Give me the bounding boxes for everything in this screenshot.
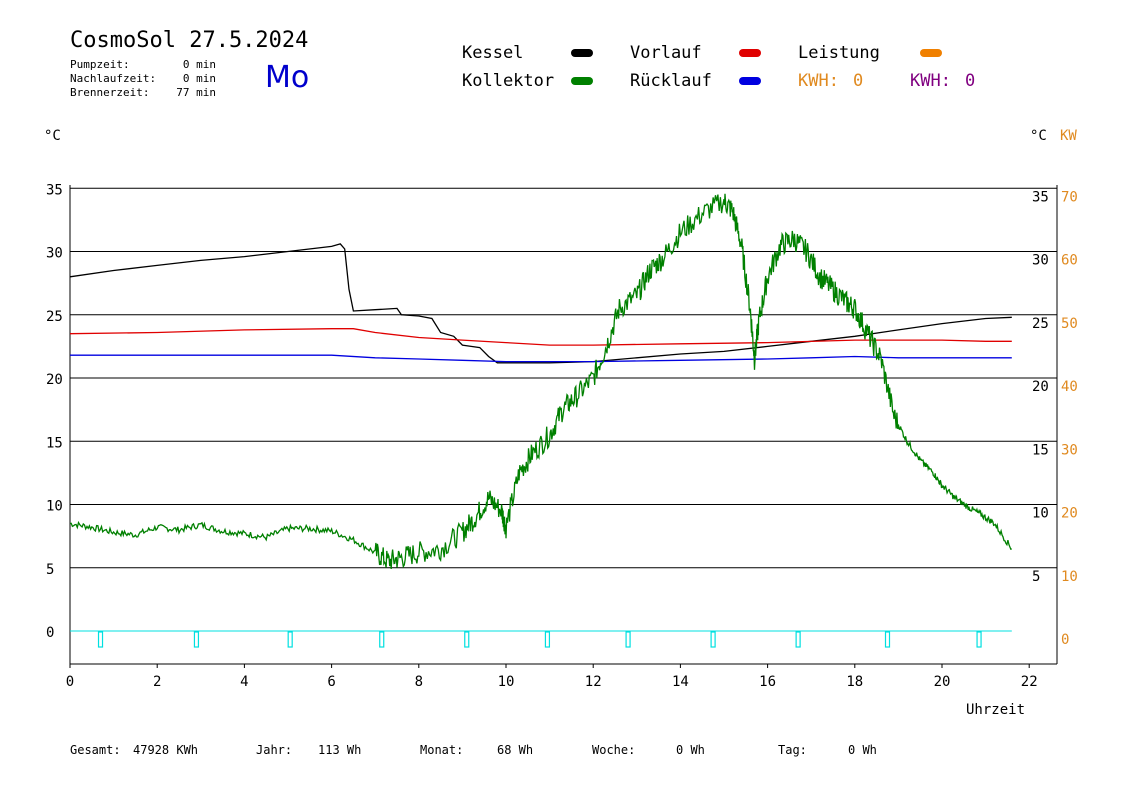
legend-kwh2-label: KWH: (910, 71, 951, 91)
series-kollektor (69, 193, 1013, 570)
x-tick-20: 20 (934, 674, 951, 690)
burner-mark-6 (625, 631, 631, 648)
legend-ruecklauf-label: Rücklauf (630, 71, 712, 91)
burner-mark-8 (795, 631, 801, 648)
series-kessel (69, 243, 1012, 364)
y-tick-kw-70: 70 (1061, 189, 1078, 205)
y-tick-left-30: 30 (46, 246, 63, 262)
x-tick-10: 10 (498, 674, 515, 690)
burner-mark-10 (976, 631, 982, 648)
x-tick-14: 14 (672, 674, 689, 690)
y-tick-right-20: 20 (1032, 379, 1049, 395)
footer-jahr-value: 113 Wh (318, 743, 362, 757)
burner-mark-9 (884, 631, 891, 648)
legend-vorlauf-swatch (739, 49, 761, 57)
stat-label-pumpzeit: Pumpzeit: (70, 58, 130, 71)
x-tick-18: 18 (846, 674, 863, 690)
stat-label-brennerzeit: Brennerzeit: (70, 86, 150, 99)
stat-value-nachlaufzeit: 0 min (182, 72, 216, 85)
legend-kollektor-swatch (571, 77, 593, 85)
y-tick-left-10: 10 (46, 499, 63, 515)
y-tick-right-15: 15 (1032, 442, 1049, 458)
burner-mark-4 (464, 631, 470, 648)
y-tick-kw-10: 10 (1061, 569, 1078, 585)
stat-value-pumpzeit: 0 min (182, 58, 216, 71)
y-tick-right-10: 10 (1032, 506, 1049, 522)
x-tick-0: 0 (66, 674, 74, 690)
legend-vorlauf-label: Vorlauf (630, 43, 702, 63)
x-tick-6: 6 (327, 674, 335, 690)
stat-label-nachlaufzeit: Nachlaufzeit: (70, 72, 157, 85)
legend-kwh1-value: 0 (853, 71, 864, 91)
legend-ruecklauf-swatch (739, 77, 761, 85)
footer-gesamt-value: 47928 KWh (133, 743, 199, 757)
legend-kessel-swatch (571, 49, 593, 57)
series-vorlauf (69, 328, 1012, 346)
footer-gesamt-label: Gesamt: (70, 743, 121, 757)
x-tick-4: 4 (240, 674, 248, 690)
y-tick-left-15: 15 (46, 435, 63, 451)
x-tick-16: 16 (759, 674, 776, 690)
burner-mark-7 (710, 631, 716, 648)
legend-kollektor-label: Kollektor (462, 71, 555, 91)
footer-jahr-label: Jahr: (256, 743, 293, 757)
grid-layer (70, 187, 1057, 569)
y-axis-kw-unit: KW (1060, 128, 1077, 144)
weekday-label: Mo (265, 60, 310, 95)
burner-mark-5 (544, 631, 551, 648)
y-tick-kw-60: 60 (1061, 253, 1078, 269)
y-tick-kw-50: 50 (1061, 316, 1078, 332)
y-tick-right-30: 30 (1032, 253, 1049, 269)
legend-leistung-label: Leistung (798, 43, 880, 63)
y-axis-left-unit: °C (44, 128, 61, 144)
x-tick-8: 8 (415, 674, 423, 690)
footer-tag-value: 0 Wh (848, 743, 877, 757)
y-tick-kw-30: 30 (1061, 442, 1078, 458)
page-title: CosmoSol 27.5.2024 (70, 28, 309, 53)
series-layer (69, 193, 1013, 648)
y-tick-right-25: 25 (1032, 316, 1049, 332)
legend-kwh1-label: KWH: (798, 71, 839, 91)
footer-monat-value: 68 Wh (497, 743, 534, 757)
y-tick-kw-20: 20 (1061, 506, 1078, 522)
y-tick-right-35: 35 (1032, 189, 1049, 205)
burner-mark-0 (97, 631, 104, 648)
footer-tag-label: Tag: (778, 743, 807, 757)
burner-mark-1 (193, 631, 200, 648)
y-tick-left-35: 35 (46, 182, 63, 198)
tick-layer: 0510152025303551015202530350102030405060… (46, 182, 1078, 690)
x-tick-2: 2 (153, 674, 161, 690)
x-tick-22: 22 (1021, 674, 1038, 690)
legend-kessel-label: Kessel (462, 43, 524, 63)
x-axis-label: Uhrzeit (966, 702, 1026, 718)
y-tick-left-0: 0 (46, 625, 54, 641)
footer-woche-label: Woche: (592, 743, 636, 757)
y-tick-kw-0: 0 (1061, 632, 1069, 648)
footer-monat-label: Monat: (420, 743, 464, 757)
stat-value-brennerzeit: 77 min (176, 86, 216, 99)
y-axis-right-unit: °C (1030, 128, 1047, 144)
y-tick-left-20: 20 (46, 372, 63, 388)
axis-layer (69, 185, 1058, 668)
footer-woche-value: 0 Wh (676, 743, 705, 757)
legend-leistung-swatch (920, 49, 942, 57)
y-tick-left-25: 25 (46, 309, 63, 325)
burner-mark-3 (379, 631, 385, 648)
y-tick-right-5: 5 (1032, 569, 1040, 585)
series-ruecklauf (70, 354, 1012, 363)
legend-kwh2-value: 0 (965, 71, 976, 91)
y-tick-left-5: 5 (46, 562, 54, 578)
x-tick-12: 12 (585, 674, 602, 690)
burner-mark-2 (287, 631, 293, 648)
y-tick-kw-40: 40 (1061, 379, 1078, 395)
